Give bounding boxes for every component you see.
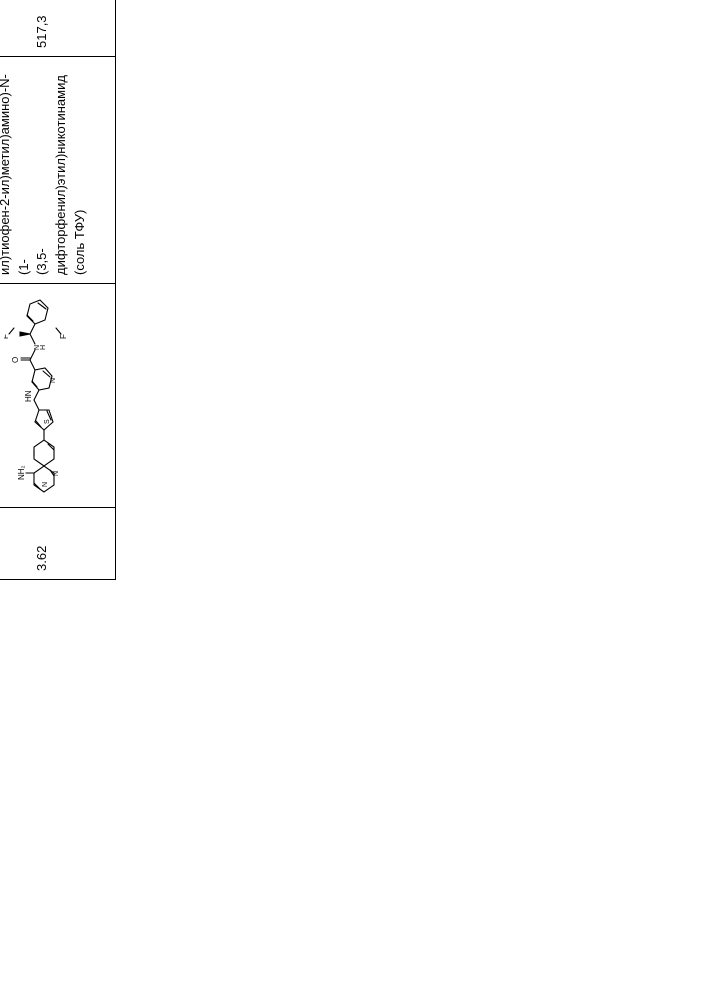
compound-table: 3.61 NH₂ N N S HN N O N H F F (S)-2-(((5… xyxy=(0,0,116,580)
structure-cell: NH₂ N N S HN N O N H F F xyxy=(0,284,115,508)
svg-text:F: F xyxy=(4,335,10,340)
mass-value: 517,3 xyxy=(0,0,115,57)
compound-number: 3.62 xyxy=(0,508,115,580)
svg-text:N: N xyxy=(42,482,49,487)
svg-text:S: S xyxy=(44,420,51,425)
svg-text:HN: HN xyxy=(24,391,33,403)
name-line: ил)тиофен-2-ил)метил)амино)-N-(1- xyxy=(0,65,33,275)
svg-text:F: F xyxy=(59,335,68,340)
name-line: (3,5- xyxy=(33,65,52,275)
rotated-table-container: 3.61 NH₂ N N S HN N O N H F F (S)-2-(((5… xyxy=(0,0,116,580)
svg-text:NH₂: NH₂ xyxy=(17,466,26,481)
svg-text:N: N xyxy=(53,471,60,476)
name-line: дифторфенил)этил)никотинамид xyxy=(52,65,71,275)
table-row: 3.62 NH₂ N N S HN N O N H F F (S)-2-(((5… xyxy=(0,0,115,580)
svg-text:H: H xyxy=(40,345,47,350)
svg-text:N: N xyxy=(50,378,57,383)
name-line: (соль ТФУ) xyxy=(71,65,90,275)
compound-name: (S)-2-(((5-(4-аминохиназолин-6-ил)тиофен… xyxy=(0,57,115,284)
svg-text:O: O xyxy=(11,357,20,363)
